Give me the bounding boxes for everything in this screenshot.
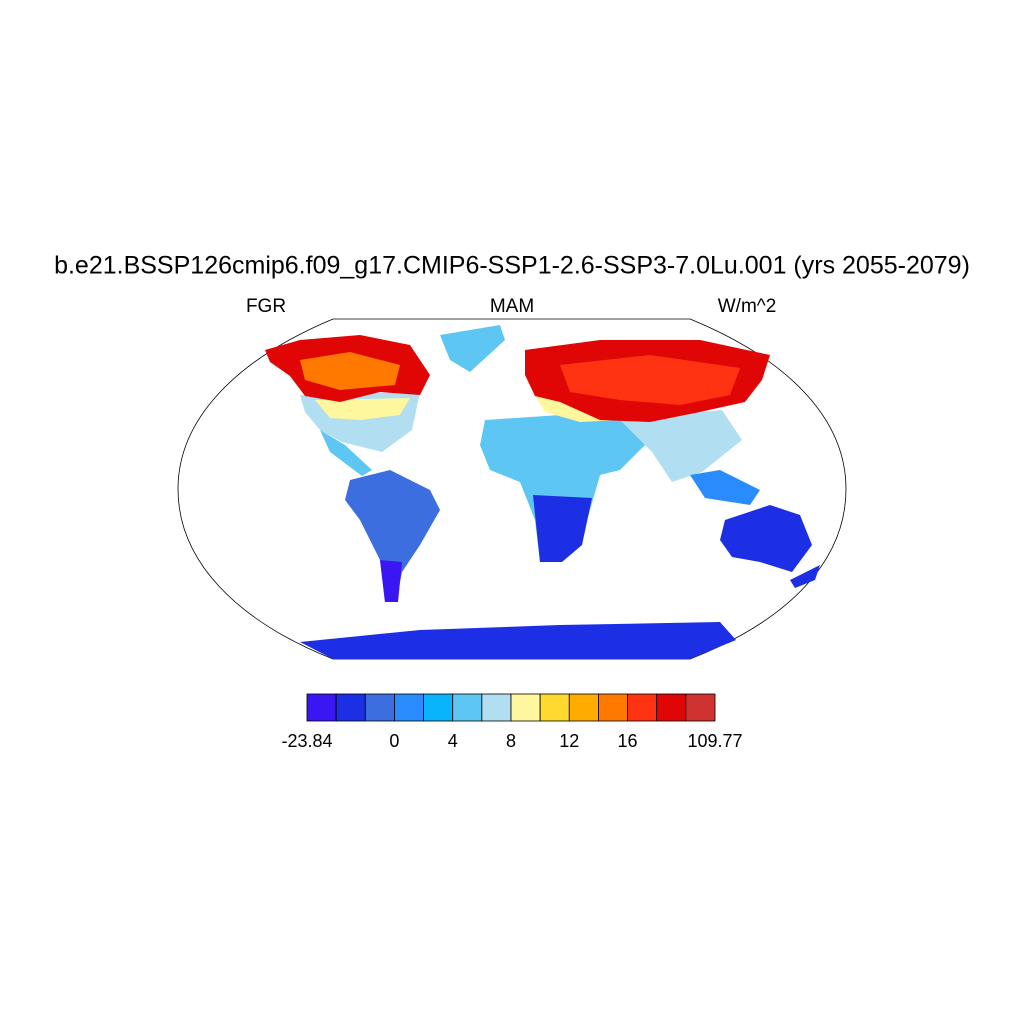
map <box>177 318 847 660</box>
colorbar-box <box>539 693 570 722</box>
colorbar-box <box>598 693 628 722</box>
southern-africa <box>533 495 592 562</box>
season-label: MAM <box>490 296 534 317</box>
south-america <box>345 470 440 602</box>
colorbar-box <box>364 693 395 722</box>
variable-label: FGR <box>246 296 286 317</box>
colorbar-label: 4 <box>448 731 458 751</box>
south-asia <box>620 410 742 482</box>
maritime-asia <box>690 470 760 505</box>
colorbar-label: 0 <box>389 731 399 751</box>
eurasia-center <box>560 355 740 405</box>
antarctica <box>300 622 736 659</box>
colorbar-box <box>510 693 541 722</box>
colorbar-label: 8 <box>506 731 516 751</box>
new-zealand <box>790 565 820 588</box>
colorbar-box <box>423 693 454 722</box>
colorbar-box <box>394 693 424 722</box>
colorbar-box <box>481 693 512 722</box>
colorbar-box <box>335 693 366 722</box>
central-america <box>320 430 372 476</box>
colorbar-label: 109.77 <box>687 731 742 751</box>
colorbar-label: -23.84 <box>281 731 332 751</box>
colorbar-box <box>627 693 658 722</box>
greenland <box>440 325 505 372</box>
colorbar-label: 16 <box>618 731 638 751</box>
australia <box>720 505 812 572</box>
colorbar-box <box>685 693 716 722</box>
title: b.e21.BSSP126cmip6.f09_g17.CMIP6-SSP1-2.… <box>54 252 970 280</box>
africa-middle-east <box>480 415 650 562</box>
colorbar-box <box>656 693 687 722</box>
colorbar-label: 12 <box>559 731 579 751</box>
units-label: W/m^2 <box>718 296 777 317</box>
colorbar-box <box>306 693 337 722</box>
colorbar-box <box>452 693 483 722</box>
south-america-tip <box>380 560 402 602</box>
colorbar-box <box>568 693 599 722</box>
north-america-center <box>300 352 400 390</box>
north-america-mid <box>315 398 410 420</box>
colorbar: -23.84 0 4 8 12 16 109.77 <box>281 693 743 751</box>
